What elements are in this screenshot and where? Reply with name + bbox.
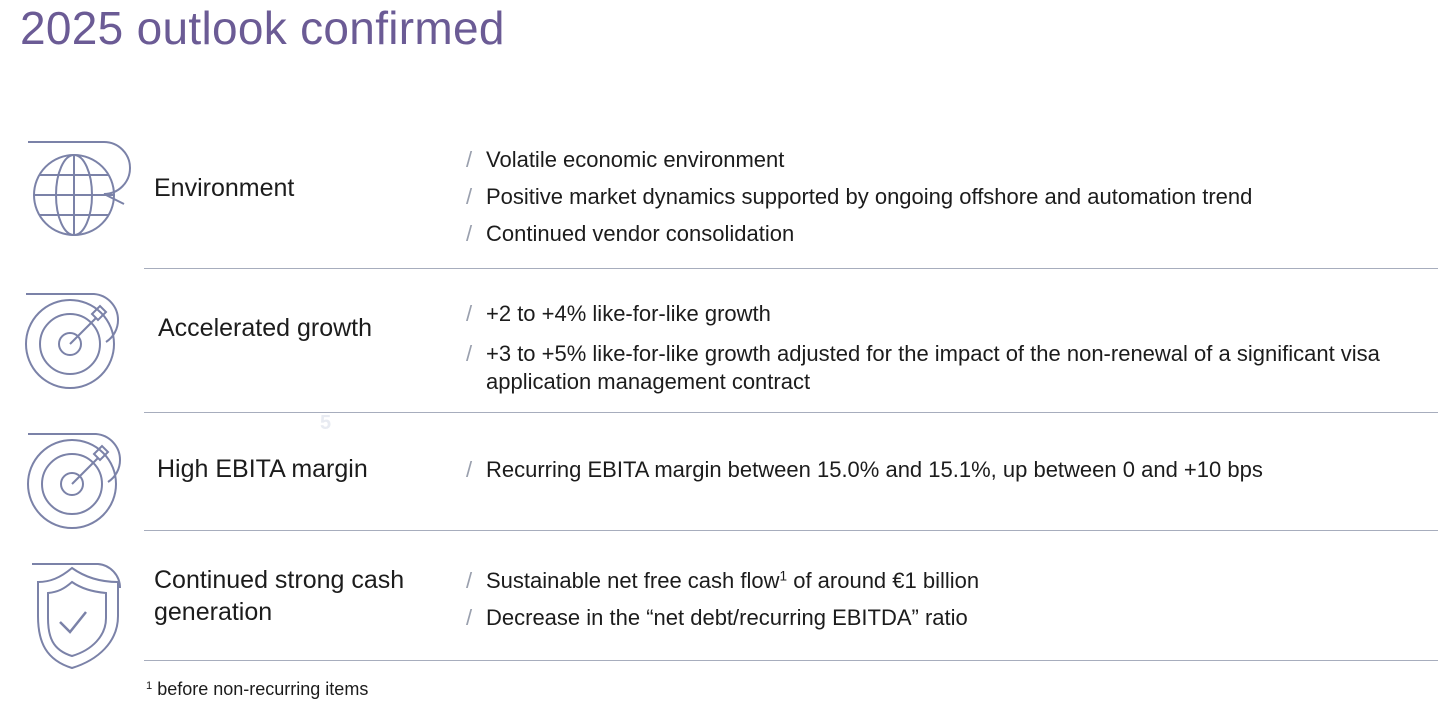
target-icon (22, 292, 126, 392)
row-divider (144, 268, 1438, 269)
bullet-text: +2 to +4% like-for-like growth (486, 301, 771, 326)
bullet-slash: / (466, 301, 473, 326)
target-icon (24, 432, 128, 532)
bullet-text: Continued vendor consolidation (486, 221, 795, 246)
list-item: / +2 to +4% like-for-like growth (466, 300, 1426, 328)
bullet-slash: / (466, 341, 473, 366)
bullet-slash: / (466, 184, 473, 209)
bullet-text: Decrease in the “net debt/recurring EBIT… (486, 605, 968, 630)
footnote-text: before non-recurring items (152, 679, 369, 699)
bullet-list-growth: / +2 to +4% like-for-like growth / +3 to… (466, 300, 1426, 396)
list-item: / Volatile economic environment (466, 146, 1252, 174)
bullet-list-cash: / Sustainable net free cash flow1 of aro… (466, 567, 979, 632)
list-item: / Recurring EBITA margin between 15.0% a… (466, 456, 1263, 484)
globe-icon (24, 140, 134, 240)
row-label-line: Continued strong cash (154, 566, 405, 594)
page-title: 2025 outlook confirmed (20, 2, 505, 54)
bullet-slash: / (466, 221, 473, 246)
footnote-ref: 1 (779, 568, 788, 584)
bullet-text: Positive market dynamics supported by on… (486, 184, 1253, 209)
bullet-text: Volatile economic environment (486, 147, 785, 172)
footnote: 1 before non-recurring items (146, 678, 368, 700)
list-item: / Continued vendor consolidation (466, 220, 1252, 248)
row-label-environment: Environment (154, 174, 295, 202)
row-label-margin: High EBITA margin (157, 455, 368, 483)
row-divider (144, 660, 1438, 661)
bullet-slash: / (466, 457, 473, 482)
bullet-text: of around €1 billion (787, 568, 980, 593)
bullet-slash: / (466, 147, 473, 172)
bullet-slash: / (466, 568, 473, 593)
bullet-slash: / (466, 605, 473, 630)
bullet-list-environment: / Volatile economic environment / Positi… (466, 146, 1252, 248)
shield-check-icon (28, 560, 128, 672)
row-label-line: generation (154, 598, 273, 626)
list-item: / Sustainable net free cash flow1 of aro… (466, 567, 979, 595)
row-label-cash: Continued strong cash generation (154, 564, 404, 628)
faint-page-mark: 5 (320, 412, 332, 434)
list-item: / Decrease in the “net debt/recurring EB… (466, 604, 979, 632)
bullet-text: +3 to +5% like-for-like growth adjusted … (486, 341, 1380, 394)
row-divider (144, 530, 1438, 531)
bullet-text: Recurring EBITA margin between 15.0% and… (486, 457, 1263, 482)
row-label-growth: Accelerated growth (158, 314, 373, 342)
list-item: / +3 to +5% like-for-like growth adjuste… (466, 340, 1426, 396)
list-item: / Positive market dynamics supported by … (466, 183, 1252, 211)
bullet-text: Sustainable net free cash flow (486, 568, 780, 593)
bullet-list-margin: / Recurring EBITA margin between 15.0% a… (466, 456, 1263, 484)
row-divider (144, 412, 1438, 413)
footnote-marker: 1 (146, 679, 153, 692)
